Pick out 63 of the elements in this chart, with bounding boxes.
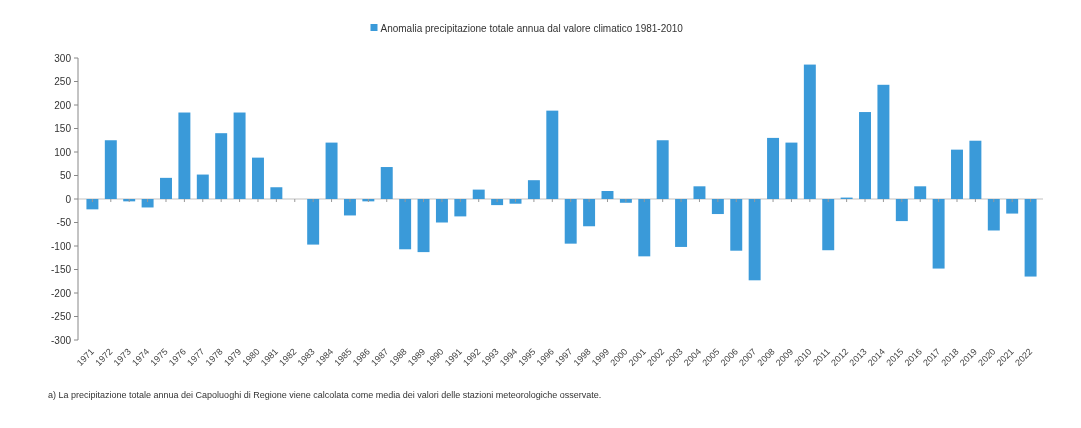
bar — [822, 199, 835, 251]
y-tick-label: 250 — [54, 76, 72, 87]
bar — [104, 140, 117, 199]
bar — [601, 191, 614, 199]
bar — [546, 110, 559, 199]
bar — [399, 199, 412, 250]
y-tick-label: -250 — [50, 311, 72, 322]
bar — [160, 177, 172, 199]
bar — [711, 199, 724, 215]
bar — [472, 189, 485, 199]
bar — [932, 199, 945, 269]
bar — [951, 149, 963, 199]
y-tick-label: 200 — [54, 99, 72, 111]
text: a) La precipitazione totale annua dei Capoluoghi di Regione viene calcolata come media dei valori delle stazioni meteorologiche osservate. — [48, 390, 602, 400]
bar — [583, 199, 596, 227]
bar — [1024, 199, 1037, 277]
bar — [693, 186, 706, 199]
bar — [527, 180, 540, 199]
bar — [233, 112, 246, 199]
bar — [307, 199, 320, 245]
bar — [914, 186, 927, 199]
bar — [987, 199, 1000, 231]
legend-label: Anomalia precipitazione totale annua dal valore climatico 1981-2010 — [380, 22, 684, 34]
bar — [435, 199, 448, 223]
bar — [564, 199, 577, 244]
bar — [656, 140, 669, 199]
bar — [767, 137, 780, 199]
bar — [343, 199, 356, 216]
bar — [748, 199, 761, 281]
bar — [86, 199, 99, 210]
bar — [969, 140, 982, 199]
bar — [675, 199, 688, 247]
bar — [785, 142, 798, 199]
bar — [619, 199, 632, 203]
y-tick-label: 150 — [54, 123, 72, 134]
bar — [1006, 199, 1019, 214]
y-tick-label: -200 — [50, 287, 72, 299]
bar — [803, 64, 816, 199]
y-tick-label: -300 — [50, 334, 72, 346]
bar — [325, 142, 338, 199]
y-tick-label: -150 — [50, 264, 72, 275]
y-tick-label: 100 — [54, 146, 72, 158]
bar — [491, 199, 504, 206]
bar — [215, 133, 228, 199]
y-tick-label: -50 — [56, 217, 72, 228]
bar — [252, 157, 264, 199]
bar — [859, 112, 871, 199]
bar — [141, 199, 154, 208]
bar — [270, 187, 283, 199]
bar — [509, 199, 522, 204]
bar — [454, 199, 467, 217]
y-tick-label: 0 — [65, 193, 72, 205]
y-tick-label: -100 — [50, 240, 72, 252]
bar — [417, 199, 430, 253]
bar — [638, 199, 651, 257]
bar — [877, 84, 890, 199]
bar — [895, 199, 908, 222]
bar — [178, 112, 191, 199]
bar — [380, 167, 393, 199]
bar — [196, 174, 209, 199]
bar — [730, 199, 743, 251]
y-tick-label: 300 — [54, 52, 72, 64]
y-tick-label: 50 — [59, 170, 72, 181]
